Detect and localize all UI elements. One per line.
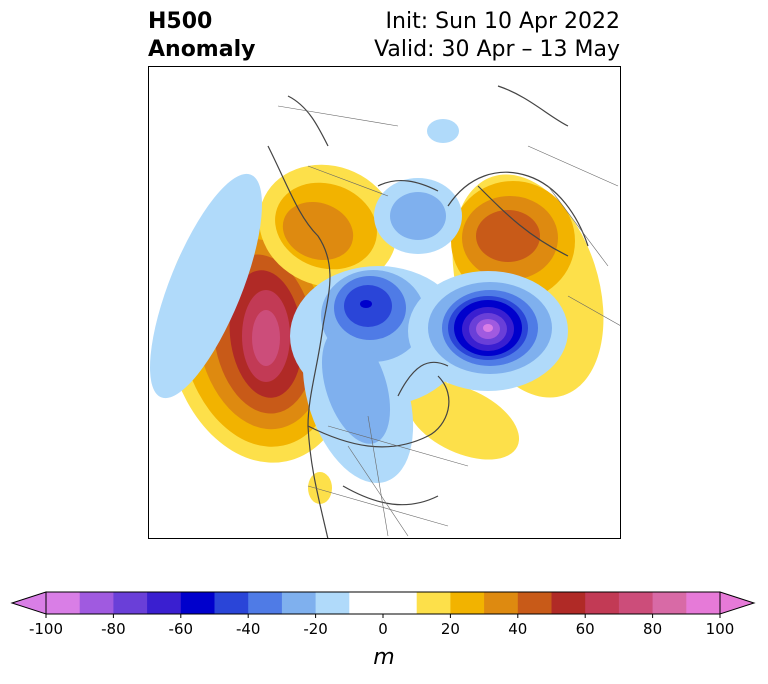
colorbar-segment <box>686 592 721 614</box>
colorbar-segment <box>113 592 148 614</box>
colorbar-segment <box>517 592 552 614</box>
colorbar-ticks: -100 -80 -60 -40 -20 0 20 40 60 80 100 <box>29 614 734 638</box>
map-title: H500 Anomaly <box>148 8 255 64</box>
colorbar-tick-label: 80 <box>643 620 662 638</box>
political-borders <box>277 105 621 537</box>
colorbar-segment <box>180 592 215 614</box>
title-line-2: Anomaly <box>148 37 256 62</box>
colorbar-segment <box>551 592 586 614</box>
colorbar-tick-label: 100 <box>706 620 735 638</box>
colorbar-segment <box>46 592 81 614</box>
colorbar-tick-label: 0 <box>378 620 388 638</box>
colorbar-segment <box>79 592 114 614</box>
colorbar-segment <box>585 592 620 614</box>
colorbar-min-extend <box>10 591 47 615</box>
colorbar-segment <box>349 592 384 614</box>
colorbar-segment <box>618 592 654 614</box>
colorbar-segment <box>315 592 350 614</box>
anomaly-map <box>148 66 621 539</box>
alaska-ridge <box>259 164 397 288</box>
colorbar-segment <box>214 592 249 614</box>
colorbar-tick-label: -100 <box>29 620 63 638</box>
colorbar-tick-label: 40 <box>508 620 527 638</box>
colorbar-segment <box>484 592 519 614</box>
colorbar-segment <box>450 592 485 614</box>
colorbar-segment <box>652 592 687 614</box>
colorbar-tick-label: -60 <box>169 620 194 638</box>
coastlines <box>267 85 589 539</box>
colorbar-tick-label: -20 <box>303 620 328 638</box>
colorbar-segment <box>248 592 283 614</box>
colorbar: -100 -80 -60 -40 -20 0 20 40 60 80 100 <box>10 591 756 638</box>
title-line-1: H500 <box>148 9 213 34</box>
colorbar-segments <box>10 591 756 615</box>
colorbar-segment <box>147 592 182 614</box>
valid-date-label: Valid: 30 Apr – 13 May <box>374 37 620 62</box>
init-date-label: Init: Sun 10 Apr 2022 <box>385 9 620 34</box>
forecast-dates: Init: Sun 10 Apr 2022 Valid: 30 Apr – 13… <box>374 8 620 64</box>
colorbar-unit-label: m <box>373 645 395 670</box>
arctic-trough <box>290 178 466 483</box>
colorbar-tick-label: 60 <box>576 620 595 638</box>
colorbar-tick-label: -80 <box>101 620 126 638</box>
colorbar-tick-label: -40 <box>236 620 261 638</box>
colorbar-max-extend <box>719 591 756 615</box>
europe-trough <box>408 271 568 391</box>
colorbar-tick-label: 20 <box>441 620 460 638</box>
colorbar-segment <box>416 592 451 614</box>
colorbar-segment <box>383 592 418 614</box>
pacific-trough <box>150 119 459 399</box>
colorbar-segment <box>281 592 317 614</box>
